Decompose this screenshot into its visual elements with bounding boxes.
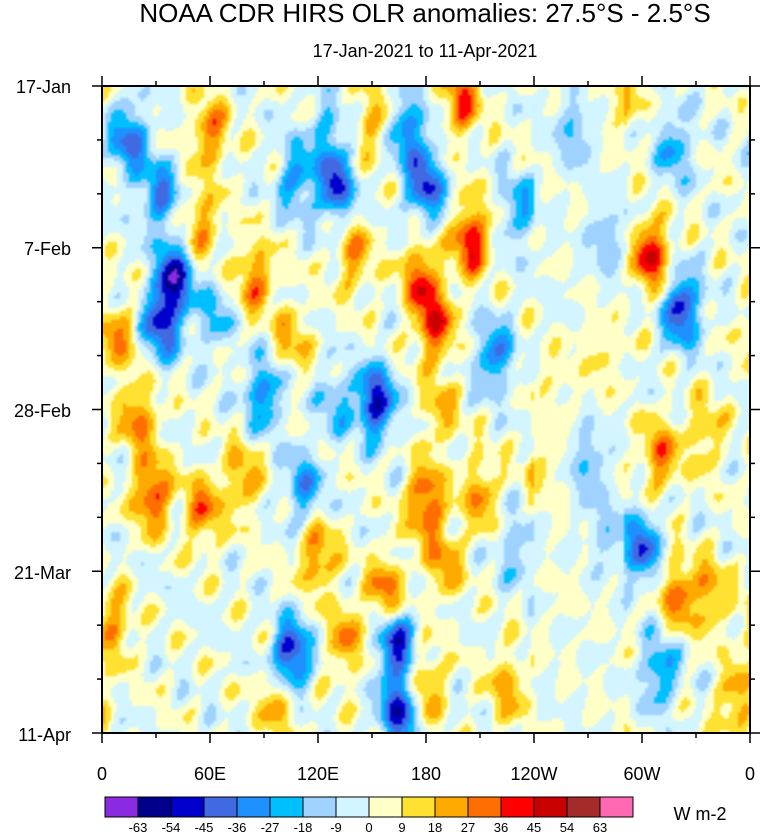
x-tick-label-60w: 60W (623, 764, 660, 784)
colorbar-swatch (302, 796, 337, 818)
colorbar-level-label: 45 (527, 820, 541, 834)
colorbar-swatch (401, 796, 436, 818)
colorbar-swatch (269, 796, 304, 818)
colorbar-level-label: 54 (560, 820, 574, 834)
x-tick-label-60e: 60E (194, 764, 226, 784)
y-tick-label-28-feb: 28-Feb (14, 401, 71, 421)
colorbar-level-label: 9 (398, 820, 405, 834)
colorbar-swatch (467, 796, 502, 818)
y-axis-labels: 17-Jan 7-Feb 28-Feb 21-Mar 11-Apr (14, 77, 71, 745)
colorbar: -63 -54 -45 -36 -27 -18 -9 0 9 18 27 36 45 54 63 (104, 796, 634, 834)
chart-title: NOAA CDR HIRS OLR anomalies: 27.5°S - 2.… (139, 0, 710, 28)
colorbar-swatch (104, 796, 139, 818)
colorbar-level-label: 27 (461, 820, 475, 834)
axis-ticks (92, 76, 760, 743)
y-tick-label-11-apr: 11-Apr (18, 725, 71, 745)
colorbar-level-label: -9 (330, 820, 342, 834)
plot-area (101, 85, 751, 734)
colorbar-swatch (170, 796, 205, 818)
colorbar-swatch (335, 796, 370, 818)
colorbar-swatch (434, 796, 469, 818)
colorbar-swatch (203, 796, 238, 818)
x-axis-labels: 0 60E 120E 180 120W 60W 0 (97, 764, 755, 784)
colorbar-level-label: 36 (494, 820, 508, 834)
colorbar-level-label: -27 (261, 820, 280, 834)
y-tick-label-7-feb: 7-Feb (24, 239, 71, 259)
heatmap-image (102, 86, 750, 733)
y-tick-label-21-mar: 21-Mar (14, 563, 71, 583)
colorbar-level-label: 0 (365, 820, 372, 834)
colorbar-level-label: 63 (593, 820, 607, 834)
colorbar-level-label: -18 (294, 820, 313, 834)
colorbar-level-label: -45 (195, 820, 214, 834)
colorbar-swatch (368, 796, 403, 818)
chart-subtitle: 17-Jan-2021 to 11-Apr-2021 (313, 41, 538, 61)
x-tick-label-0: 0 (97, 764, 107, 784)
colorbar-level-label: -54 (162, 820, 181, 834)
x-tick-label-180: 180 (411, 764, 441, 784)
colorbar-swatch (236, 796, 271, 818)
x-tick-label-0-end: 0 (745, 764, 755, 784)
colorbar-units: W m-2 (674, 804, 727, 824)
colorbar-level-label: -36 (228, 820, 247, 834)
colorbar-swatch (566, 796, 601, 818)
colorbar-swatch (500, 796, 535, 818)
y-tick-label-17-jan: 17-Jan (16, 77, 71, 97)
colorbar-swatch (533, 796, 568, 818)
colorbar-swatch (137, 796, 172, 818)
colorbar-level-label: -63 (129, 820, 148, 834)
colorbar-swatch (599, 796, 634, 818)
colorbar-level-label: 18 (428, 820, 442, 834)
x-tick-label-120w: 120W (510, 764, 557, 784)
x-tick-label-120e: 120E (297, 764, 339, 784)
